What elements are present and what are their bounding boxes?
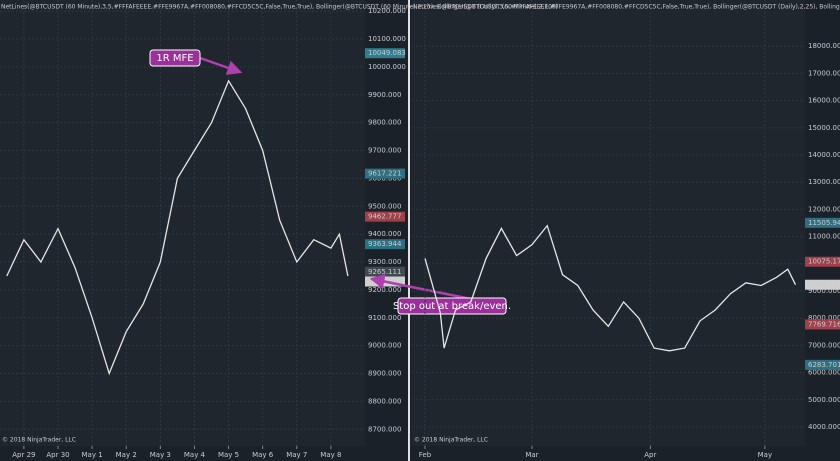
price-tag	[805, 359, 840, 370]
y-tick-label: 10000.000	[368, 63, 406, 71]
x-tick-label: Feb	[419, 451, 432, 459]
price-tag	[805, 319, 840, 330]
price-tag	[365, 266, 405, 277]
y-tick-label: 8700.000	[368, 425, 401, 433]
y-tick-label: 4000.000	[808, 423, 840, 431]
x-tick-label: Apr	[644, 451, 656, 459]
x-tick-label: May 1	[82, 451, 103, 459]
x-tick-label: May 5	[218, 451, 239, 459]
price-tag	[805, 279, 840, 290]
y-tick-label: 9900.000	[368, 91, 401, 99]
x-tick-label: Apr 30	[46, 451, 69, 459]
y-tick-label: 10100.000	[368, 35, 406, 43]
price-tag	[365, 168, 405, 179]
y-tick-label: 6000.000	[808, 369, 840, 377]
y-tick-label: 5000.000	[808, 396, 840, 404]
price-tag-label: 9617.221	[368, 170, 401, 178]
y-tick-label: 9000.000	[808, 287, 840, 295]
y-tick-label: 9000.000	[368, 342, 401, 350]
annotation-box	[149, 49, 201, 67]
x-tick-label: May 8	[320, 451, 341, 459]
y-tick-label: 17000.000	[808, 69, 840, 77]
x-tick-label: May 2	[116, 451, 137, 459]
y-tick-label: 9100.000	[368, 314, 401, 322]
y-tick-label: 9800.000	[368, 119, 401, 127]
chart-title: NetLines(@BTCUSDT (60 Minute),3,5,#FFFAF…	[1, 4, 558, 11]
x-tick-label: Apr 29	[12, 451, 35, 459]
y-tick-label: 15000.000	[808, 124, 840, 132]
price-tag-label: 9462.777	[368, 213, 401, 221]
y-tick-label: 9400.000	[368, 230, 401, 238]
annotation-text: 1R MFE	[156, 53, 193, 64]
x-tick-label: Mar	[525, 451, 538, 459]
copyright: © 2018 NinjaTrader, LLC	[414, 437, 488, 444]
y-tick-label: 8900.000	[368, 370, 401, 378]
x-tick-label: May	[758, 451, 772, 459]
price-tag-label: 9265.111	[368, 268, 401, 276]
price-tag	[805, 217, 840, 228]
y-tick-label: 9200.000	[368, 286, 401, 294]
price-tag-label: 6283.701	[808, 361, 840, 369]
chart-title: NetLines(@BTCUSDT (Daily),3,5,#FFFAFEEEE…	[413, 4, 840, 11]
price-tag	[365, 48, 405, 59]
y-tick-label: 8000.000	[808, 314, 840, 322]
y-tick-label: 10200.000	[368, 7, 406, 15]
y-tick-label: 7000.000	[808, 341, 840, 349]
plot-area	[0, 0, 365, 446]
price-tag-label: 9230.000	[808, 281, 840, 289]
price-tag-label: 7769.716	[808, 320, 840, 328]
x-tick-label: May 4	[184, 451, 206, 459]
y-tick-label: 14000.000	[808, 151, 840, 159]
x-tick-label: May 7	[286, 451, 307, 459]
price-tag-label: 11505.947	[808, 219, 840, 227]
plot-area	[412, 0, 805, 446]
x-tick-label: May 6	[252, 451, 274, 459]
y-tick-label: 16000.000	[808, 97, 840, 105]
y-tick-label: 9500.000	[368, 202, 401, 210]
y-tick-label: 8800.000	[368, 397, 401, 405]
price-line	[424, 224, 797, 352]
annotation-text: Stop out at break/even.	[393, 301, 511, 312]
price-line	[6, 79, 349, 376]
y-tick-label: 9700.000	[368, 147, 401, 155]
y-tick-label: 9300.000	[368, 258, 401, 266]
copyright: © 2018 NinjaTrader, LLC	[2, 437, 76, 444]
price-tag	[365, 239, 405, 250]
y-tick-label: 12000.000	[808, 205, 840, 213]
price-tag	[805, 256, 840, 267]
price-tag-label: 9363.944	[368, 240, 402, 248]
y-tick-label: 18000.000	[808, 42, 840, 50]
y-tick-label: 11000.000	[808, 233, 840, 241]
annotation-arrow	[199, 56, 243, 75]
price-tag-label: 10049.083	[368, 49, 406, 57]
x-tick-label: May 3	[150, 451, 171, 459]
y-tick-label: 13000.000	[808, 178, 840, 186]
price-tag	[365, 211, 405, 222]
price-tag-label: 10075.17	[808, 258, 840, 266]
